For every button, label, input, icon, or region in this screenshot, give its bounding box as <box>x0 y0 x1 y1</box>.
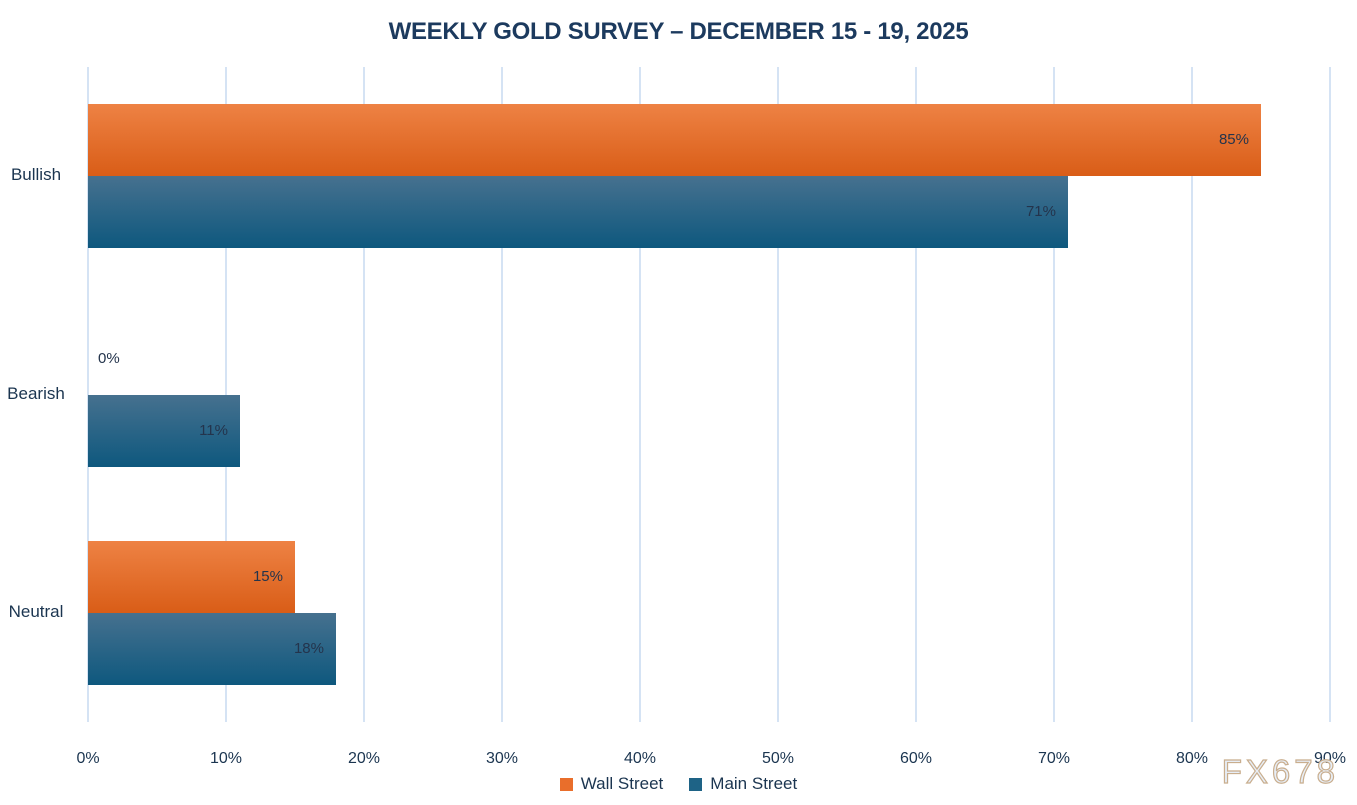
bar-main-street-bearish <box>88 394 240 467</box>
bar-value-label-main-street-neutral: 18% <box>293 639 324 657</box>
gridline-20% <box>363 67 365 722</box>
bar-value-label-main-street-bearish: 11% <box>199 421 228 439</box>
gridline-70% <box>1053 67 1055 722</box>
bar-main-street-bullish <box>88 176 1068 249</box>
x-tick-label-10%: 10% <box>209 750 243 767</box>
category-label-bearish: Bearish <box>7 383 65 403</box>
x-tick-label-0%: 0% <box>76 750 100 767</box>
legend-label-wall-street: Wall Street <box>580 774 664 793</box>
bar-wall-street-bullish <box>88 104 1261 177</box>
watermark: FX678 <box>1221 752 1339 790</box>
legend-label-main-street: Main Street <box>710 774 798 793</box>
gridline-90% <box>1329 67 1331 722</box>
category-label-bullish: Bullish <box>10 165 62 185</box>
category-label-neutral: Neutral <box>8 601 64 621</box>
bar-main-street-neutral <box>88 612 336 685</box>
legend-swatch-wall-street <box>559 777 573 791</box>
bar-value-label-wall-street-neutral: 15% <box>252 567 283 585</box>
x-tick-label-60%: 60% <box>899 750 933 767</box>
x-tick-label-40%: 40% <box>623 750 657 767</box>
x-tick-label-50%: 50% <box>761 750 795 767</box>
legend-item-wall-street: Wall Street <box>559 774 664 794</box>
bar-value-label-main-street-bullish: 71% <box>1025 203 1056 221</box>
bar-value-label-wall-street-bullish: 85% <box>1218 131 1249 149</box>
x-tick-label-80%: 80% <box>1175 750 1209 767</box>
x-tick-label-30%: 30% <box>485 750 519 767</box>
bar-wall-street-neutral <box>88 540 295 613</box>
gridline-30% <box>501 67 503 722</box>
gridline-50% <box>777 67 779 722</box>
plot-area: 0% 10% 20% 30% 40% 50% 60% 70% 80% 90% 85% 71% 0% 11%… <box>76 67 1346 767</box>
x-tick-label-20%: 20% <box>347 750 381 767</box>
legend-item-main-street: Main Street <box>689 774 797 794</box>
gridline-60% <box>915 67 917 722</box>
bar-value-label-wall-street-bearish: 0% <box>98 349 120 367</box>
gridline-80% <box>1191 67 1193 722</box>
chart-legend: Wall Street Main Street <box>0 774 1357 794</box>
gridline-40% <box>639 67 641 722</box>
chart-title: WEEKLY GOLD SURVEY – DECEMBER 15 - 19, 2… <box>388 18 969 45</box>
legend-swatch-main-street <box>689 777 703 791</box>
x-tick-label-70%: 70% <box>1037 750 1071 767</box>
x-tick-label-90%: 90% <box>1313 750 1347 767</box>
